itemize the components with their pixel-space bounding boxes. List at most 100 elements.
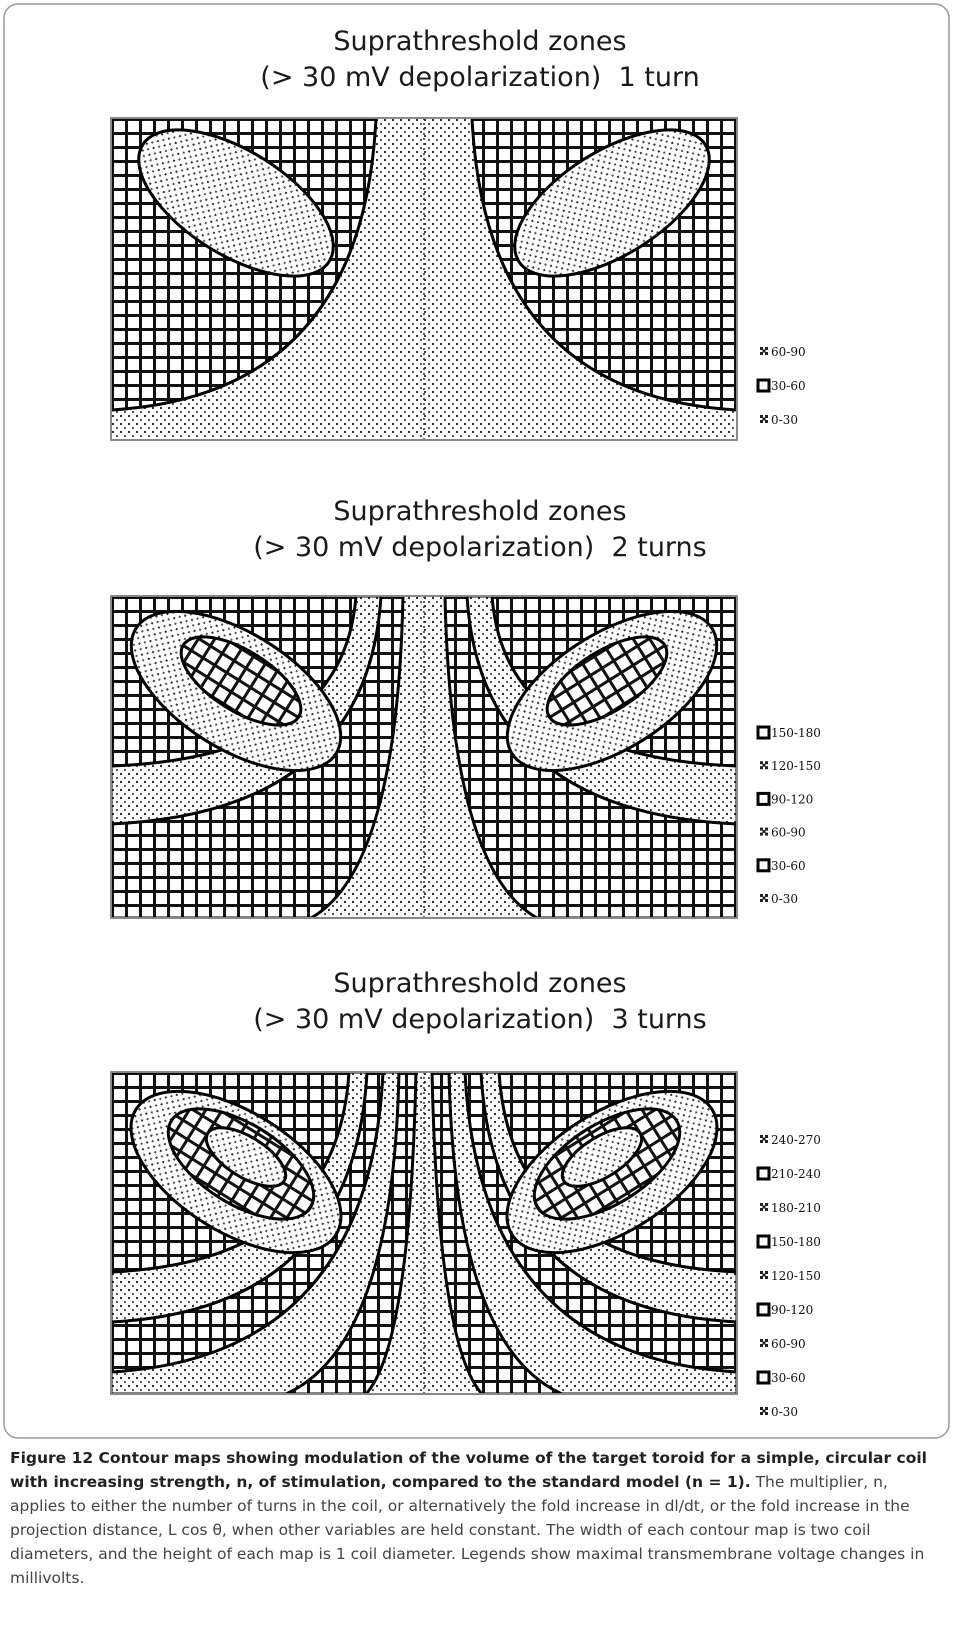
legend-swatch: [765, 347, 768, 350]
legend-swatch: [762, 349, 766, 353]
panel-title: (> 30 mV depolarization) 2 turns: [253, 532, 707, 563]
legend-swatch: [756, 1234, 771, 1249]
legend-swatch: [765, 1135, 768, 1138]
legend-swatch: [760, 415, 763, 418]
map-half: [470, 118, 737, 412]
legend-label: 120-150: [771, 759, 821, 773]
legend-swatch: [765, 1339, 768, 1342]
legend-swatch: [762, 896, 766, 900]
legend-swatch: [765, 1344, 768, 1347]
map-half: [430, 1072, 737, 1394]
legend-label: 210-240: [771, 1167, 821, 1181]
legend-swatch: [762, 1137, 766, 1141]
legend-label: 30-60: [771, 859, 806, 873]
contour-lobe: [545, 635, 669, 727]
contour-lobe: [560, 1126, 644, 1188]
legend-swatch: [756, 378, 771, 393]
caption-label: Figure 12 Contour maps showing modulatio…: [10, 1449, 927, 1491]
legend-swatch: [760, 761, 763, 765]
legend-swatch: [756, 1370, 771, 1385]
legend-swatch: [765, 420, 768, 423]
legend-swatch: [760, 899, 763, 902]
legend-swatch: [760, 827, 763, 831]
contour-regions: [111, 596, 737, 918]
map-half: [111, 596, 405, 918]
figure-frame: [3, 3, 950, 1439]
contour-lobe: [204, 1126, 288, 1188]
legend-swatch: [760, 1412, 763, 1415]
legend-label: 180-210: [771, 1201, 821, 1215]
legend-label: 60-90: [771, 345, 806, 359]
legend-swatch: [765, 894, 768, 897]
legend-swatch: [762, 1205, 766, 1209]
panel-title: Suprathreshold zones: [333, 496, 626, 527]
legend-swatch: [760, 1271, 763, 1274]
legend-swatch: [765, 1140, 768, 1143]
legend-swatch: [760, 352, 763, 355]
legend-label: 30-60: [771, 379, 806, 393]
legend-swatch: [765, 352, 768, 355]
contour-map: [110, 595, 738, 919]
legend-label: 90-120: [771, 792, 813, 806]
legend-swatch: [760, 1344, 763, 1347]
legend-swatch: [760, 1276, 763, 1279]
map-half: [443, 596, 737, 918]
legend-label: 120-150: [771, 1269, 821, 1283]
legend-swatch: [762, 1273, 766, 1277]
contour-lobe: [513, 128, 711, 278]
legend-swatch: [760, 1135, 763, 1138]
contour-regions: [111, 118, 737, 440]
caption: Figure 12 Contour maps showing modulatio…: [10, 1446, 935, 1590]
contour-lobe: [179, 635, 303, 727]
legend-swatch: [760, 894, 763, 897]
figure: Suprathreshold zones (> 30 mV depolarizat…: [3, 3, 950, 1439]
legend-swatch: [765, 1407, 768, 1410]
legend-label: 60-90: [771, 1337, 806, 1351]
legend-label: 30-60: [771, 1371, 806, 1385]
panel-title: (> 30 mV depolarization) 1 turn: [260, 62, 699, 93]
legend-swatch: [765, 832, 768, 836]
panel-title: (> 30 mV depolarization) 3 turns: [253, 1004, 707, 1035]
legend-label: 0-30: [771, 1405, 798, 1419]
legend-swatch: [756, 858, 771, 873]
legend-swatch: [762, 830, 766, 834]
legend-swatch: [760, 832, 763, 836]
legend-swatch: [765, 1208, 768, 1211]
caption-text: The multiplier, n, applies to either the…: [10, 1473, 925, 1587]
legend-label: 240-270: [771, 1133, 821, 1147]
legend-label: 60-90: [771, 826, 806, 840]
legend-label: 0-30: [771, 892, 798, 906]
map-frame: [110, 117, 738, 441]
legend-swatch: [756, 791, 771, 806]
map-half: [111, 1072, 418, 1394]
legend-swatch: [756, 1302, 771, 1317]
legend-swatch: [760, 1203, 763, 1206]
legend-swatch: [765, 1203, 768, 1206]
contour-map: [110, 117, 738, 441]
legend-swatch: [765, 766, 768, 770]
legend-swatch: [765, 1271, 768, 1274]
panel-title: Suprathreshold zones: [333, 968, 626, 999]
legend-swatch: [756, 1166, 771, 1181]
legend-swatch: [760, 347, 763, 350]
legend-swatch: [760, 1140, 763, 1143]
legend-swatch: [760, 1208, 763, 1211]
map-half: [111, 118, 378, 412]
legend-swatch: [760, 1339, 763, 1342]
legend-swatch: [762, 763, 766, 767]
legend-swatch: [765, 1412, 768, 1415]
contour-map: [110, 1071, 738, 1395]
map-frame: [110, 595, 738, 919]
legend-label: 90-120: [771, 1303, 813, 1317]
legend-swatch: [760, 1407, 763, 1410]
map-frame: [110, 1071, 738, 1395]
legend-label: 0-30: [771, 413, 798, 427]
legend-swatch: [765, 899, 768, 902]
legend-swatch: [762, 1341, 766, 1345]
legend-swatch: [760, 766, 763, 770]
legend-swatch: [762, 1409, 766, 1413]
legend-label: 150-180: [771, 1235, 821, 1249]
contour-lobe: [137, 128, 335, 278]
legend-swatch: [760, 420, 763, 423]
